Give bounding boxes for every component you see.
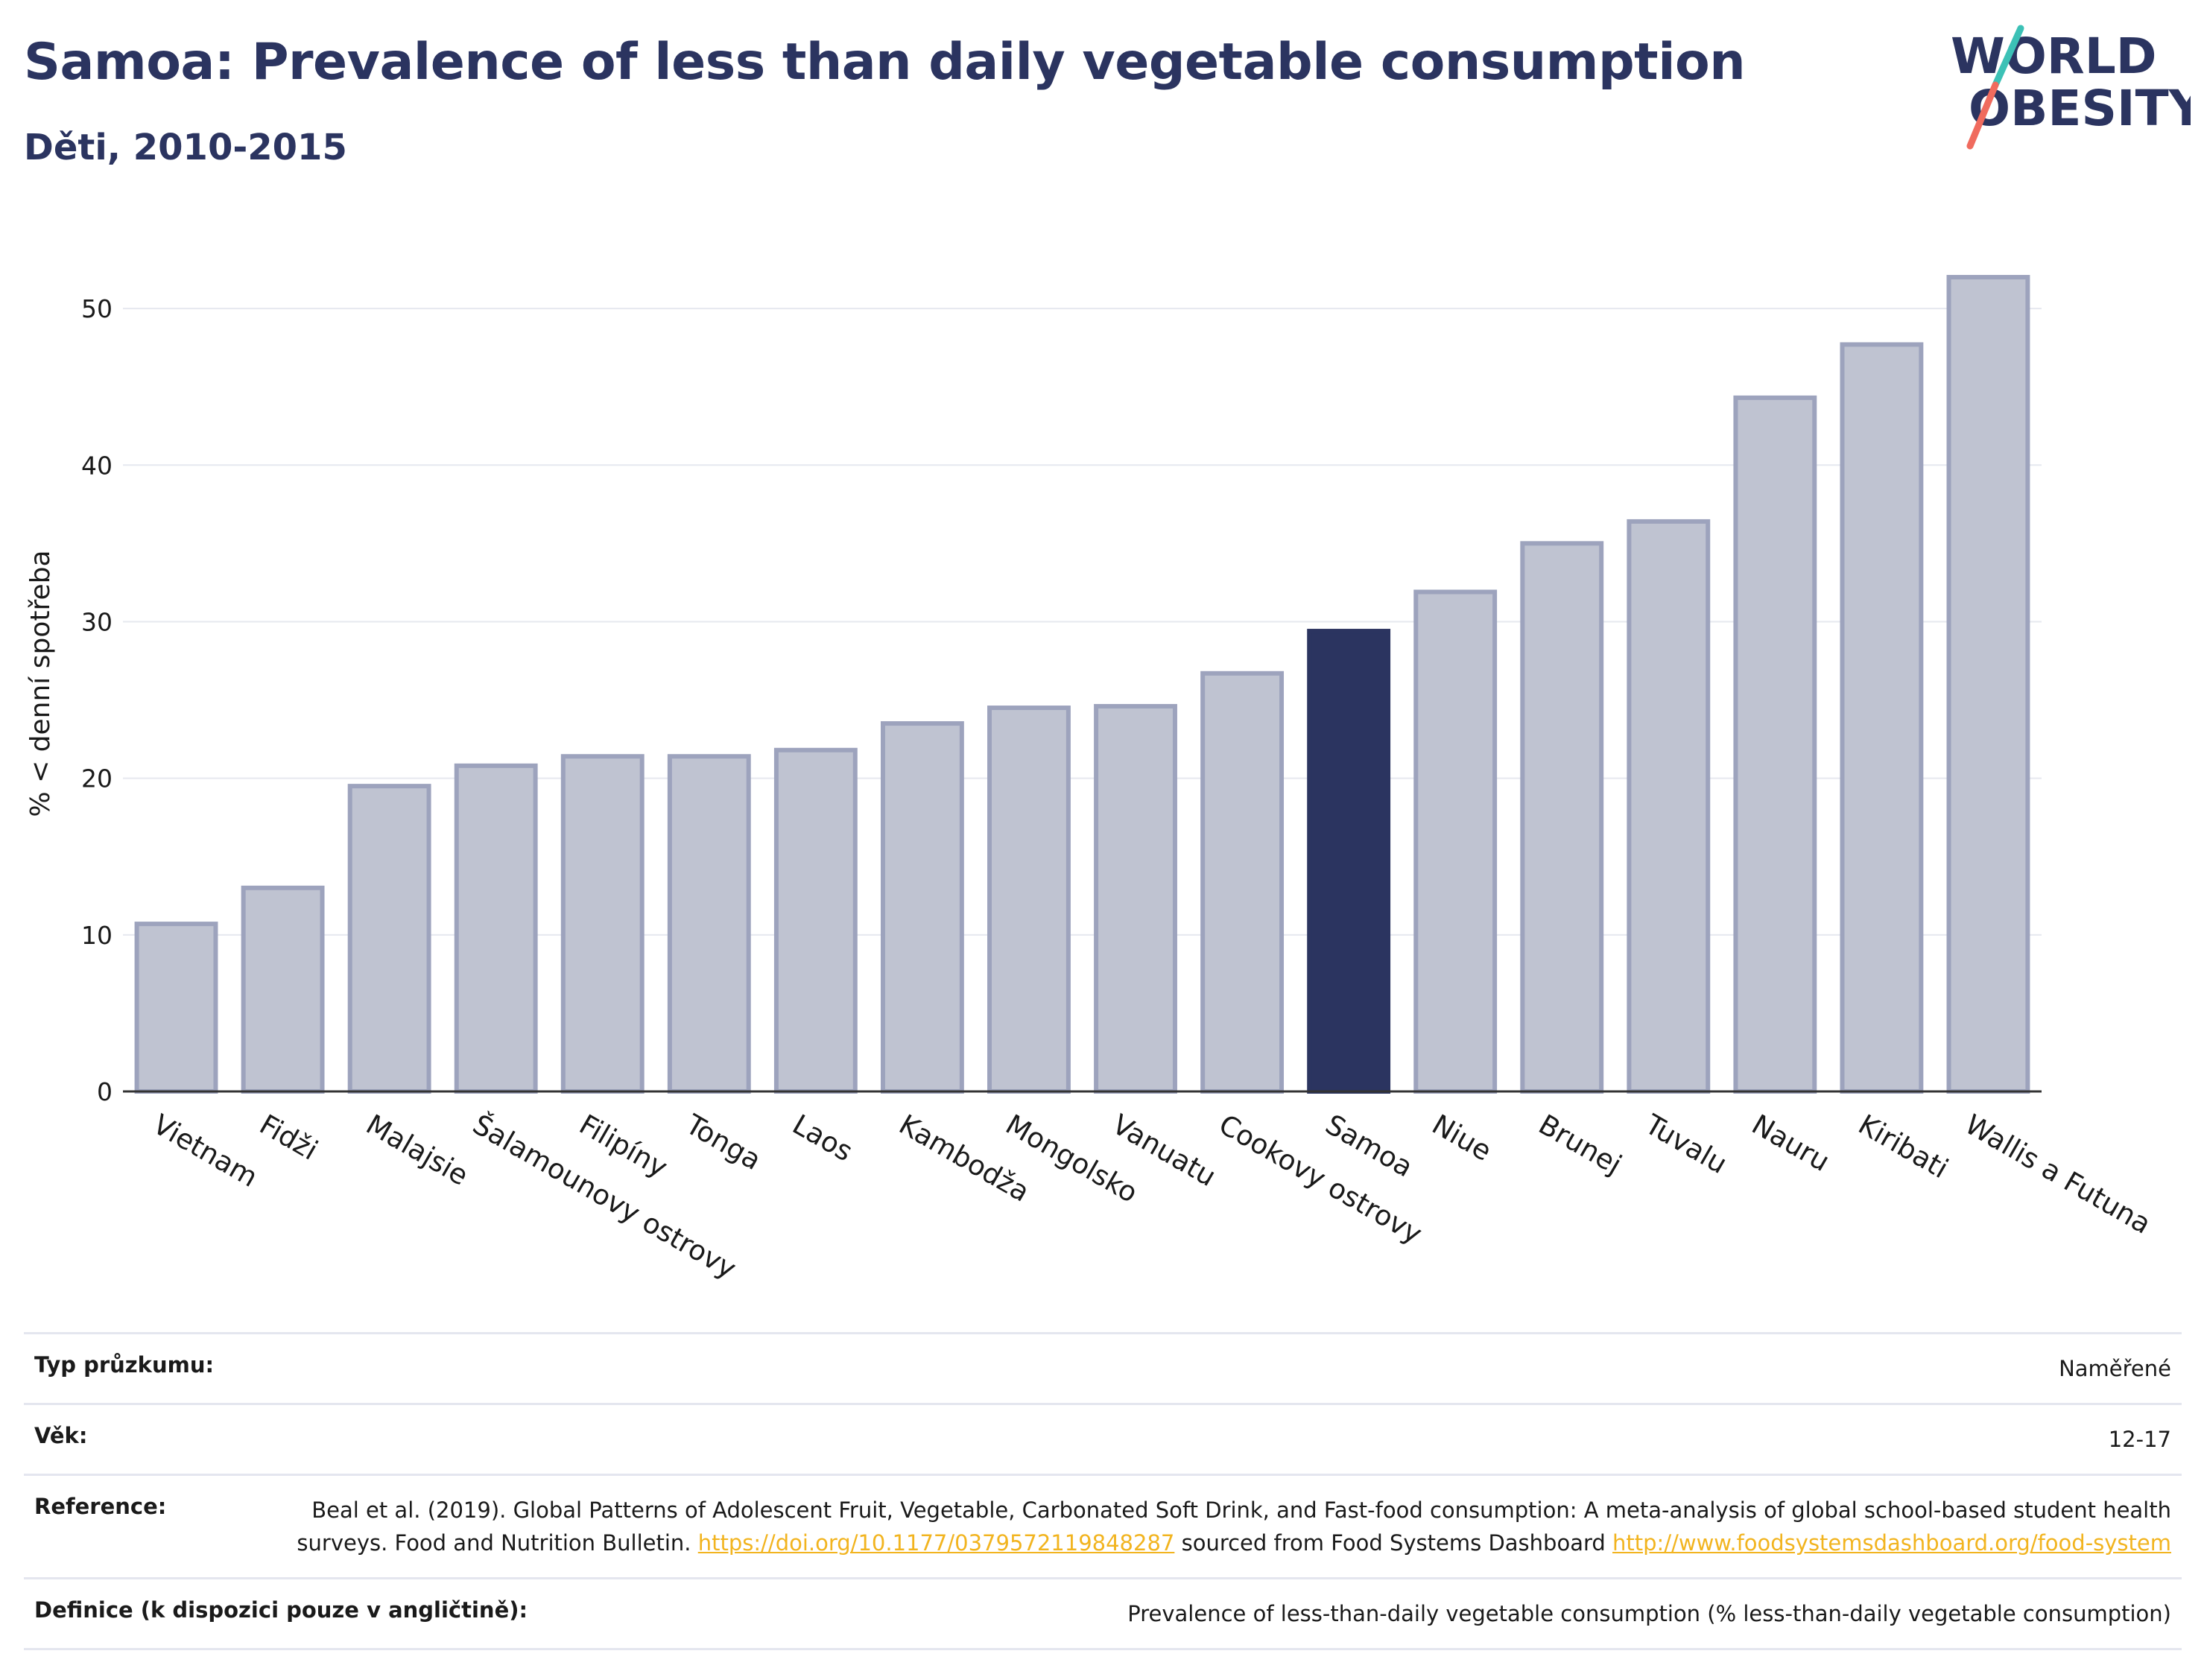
bar-vietnam[interactable]	[134, 922, 218, 1094]
bar-cookovy-ostrovy[interactable]	[1200, 671, 1285, 1094]
info-row-age: Věk: 12-17	[24, 1403, 2182, 1474]
definition-value: Prevalence of less-than-daily vegetable …	[1127, 1601, 2171, 1626]
info-row-reference: Reference: Beal et al. (2019). Global Pa…	[24, 1474, 2182, 1577]
age-value: 12-17	[2108, 1427, 2171, 1452]
y-tick-label: 10	[81, 921, 113, 950]
bar-tonga[interactable]	[667, 754, 751, 1094]
bar-tuvalu[interactable]	[1627, 519, 1711, 1094]
bar-vanuatu[interactable]	[1094, 703, 1177, 1094]
logo-text-world: WORLD	[1951, 28, 2157, 85]
info-row-definition: Definice (k dispozici pouze v angličtině…	[24, 1577, 2182, 1650]
x-tick-label: Vietnam	[148, 1109, 263, 1194]
bar-niue[interactable]	[1413, 589, 1498, 1094]
grid-lines	[123, 308, 2042, 936]
bar-brunej[interactable]	[1520, 541, 1604, 1094]
bar-nauru[interactable]	[1733, 395, 1817, 1094]
info-row-survey: Typ průzkumu: Naměřené	[24, 1332, 2182, 1403]
x-tick-label: Fidži	[254, 1109, 323, 1167]
age-label: Věk:	[34, 1423, 88, 1448]
x-tick-label: Tuvalu	[1639, 1108, 1732, 1180]
y-tick-label: 50	[81, 294, 113, 323]
x-tick-label: Niue	[1427, 1109, 1497, 1167]
bar-kiribati[interactable]	[1840, 342, 1924, 1094]
x-tick-label: Wallis a Futuna	[1960, 1109, 2156, 1240]
y-tick-label: 30	[81, 607, 113, 636]
bar-laos[interactable]	[773, 747, 858, 1094]
definition-label: Definice (k dispozici pouze v angličtině…	[34, 1597, 528, 1623]
x-tick-label: Tonga	[680, 1108, 766, 1176]
y-tick-label: 20	[81, 764, 113, 793]
reference-source-text: sourced from Food Systems Dashboard	[1181, 1530, 1606, 1556]
chart-subtitle: Děti, 2010-2015	[24, 127, 347, 168]
reference-text: Beal et al. (2019). Global Patterns of A…	[297, 1497, 2171, 1556]
world-obesity-logo: WORLD OBESITY	[1951, 25, 2191, 150]
x-tick-label: Laos	[787, 1109, 858, 1168]
logo-coral-stroke	[1966, 81, 1999, 150]
bar-filipíny[interactable]	[560, 754, 645, 1094]
x-tick-label: Brunej	[1533, 1109, 1627, 1182]
bar-šalamounovy-ostrovy[interactable]	[454, 763, 538, 1094]
bar-wallis-a-futuna[interactable]	[1946, 275, 2030, 1094]
chart-title: Samoa: Prevalence of less than daily veg…	[24, 33, 1746, 92]
survey-type-value: Naměřené	[2059, 1356, 2171, 1381]
bars	[134, 275, 2030, 1094]
y-tick-label: 0	[97, 1077, 113, 1106]
reference-value: Beal et al. (2019). Global Patterns of A…	[206, 1476, 2182, 1577]
x-tick-label: Kiribati	[1853, 1109, 1954, 1185]
survey-type-label: Typ průzkumu:	[34, 1352, 215, 1378]
reference-label: Reference:	[34, 1494, 167, 1519]
bar-mongolsko[interactable]	[987, 706, 1071, 1094]
bar-fidži[interactable]	[241, 885, 325, 1094]
logo-teal-stroke	[1992, 25, 2024, 89]
bar-kambodža[interactable]	[880, 721, 964, 1094]
logo-text-obesity: OBESITY	[1969, 80, 2191, 137]
bar-malajsie[interactable]	[347, 784, 431, 1094]
x-tick-label: Nauru	[1747, 1109, 1835, 1178]
bar-samoa[interactable]	[1307, 629, 1391, 1094]
x-tick-label: Malajsie	[361, 1109, 474, 1192]
y-axis-title: % < denní spotřeba	[25, 550, 56, 817]
reference-dashboard-link[interactable]: http://www.foodsystemsdashboard.org/food…	[1612, 1530, 2171, 1556]
reference-doi-link[interactable]: https://doi.org/10.1177/0379572119848287	[697, 1530, 1175, 1556]
info-table: Typ průzkumu: Naměřené Věk: 12-17 Refere…	[24, 1332, 2182, 1650]
y-tick-label: 40	[81, 451, 113, 480]
